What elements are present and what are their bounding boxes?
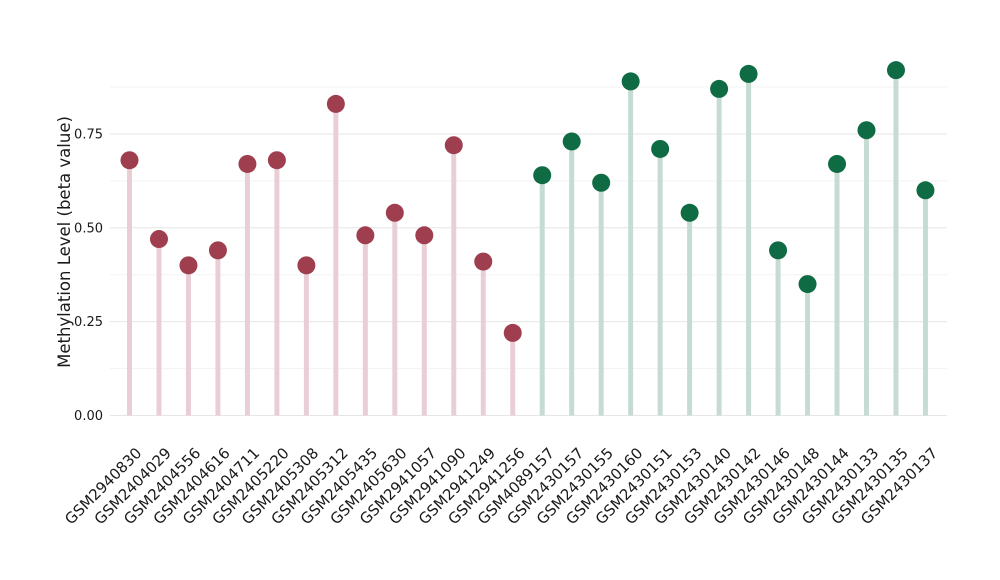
lollipop-point	[739, 64, 758, 83]
y-tick-label: 0.50	[74, 221, 103, 236]
lollipop-stem	[215, 250, 221, 416]
y-axis-title: Methylation Level (beta value)	[55, 116, 74, 368]
lollipop-stem	[539, 175, 545, 416]
lollipop-point	[208, 241, 227, 260]
lollipop-stem	[510, 332, 516, 416]
lollipop-stem	[333, 103, 339, 416]
lollipop-stem	[303, 265, 309, 416]
lollipop-point	[562, 132, 581, 151]
lollipop-point	[828, 154, 847, 173]
lollipop-stem	[657, 148, 663, 416]
lollipop-point	[444, 136, 463, 155]
lollipop-point	[710, 79, 729, 98]
lollipop-stem	[156, 239, 162, 416]
lollipop-point	[916, 181, 935, 200]
lollipop-point	[857, 121, 876, 140]
lollipop-stem	[598, 182, 604, 416]
lollipop-stem	[451, 145, 457, 416]
lollipop-point	[326, 94, 345, 113]
y-tick-label: 0.25	[74, 315, 103, 330]
lollipop-stem	[480, 261, 486, 416]
lollipop-point	[474, 252, 493, 271]
lollipop-point	[592, 173, 611, 192]
y-tick-label: 0.00	[74, 409, 103, 424]
lollipop-point	[149, 230, 168, 249]
lollipop-stem	[362, 235, 368, 416]
lollipop-point	[886, 61, 905, 80]
lollipop-stem	[421, 235, 427, 416]
lollipop-stem	[244, 163, 250, 416]
lollipop-point	[179, 256, 198, 275]
lollipop-stem	[864, 130, 869, 416]
lollipop-point	[503, 323, 522, 342]
lollipop-point	[769, 241, 788, 260]
lollipop-stem	[893, 70, 899, 416]
lollipop-stem	[805, 284, 811, 416]
lollipop-point	[356, 226, 375, 245]
lollipop-point	[680, 203, 699, 222]
lollipop-point	[297, 256, 316, 275]
lollipop-point	[385, 203, 404, 222]
lollipop-stem	[185, 265, 191, 416]
lollipop-stem	[834, 163, 840, 416]
lollipop-point	[651, 139, 670, 158]
lollipop-stem	[746, 73, 752, 416]
lollipop-point	[533, 166, 552, 185]
lollipop-stem	[716, 88, 722, 416]
lollipop-stem	[274, 160, 280, 416]
lollipop-point	[120, 151, 139, 170]
lollipop-stem	[775, 250, 781, 416]
lollipop-stem	[922, 190, 928, 416]
lollipop-stem	[628, 81, 634, 416]
lollipop-point	[238, 154, 257, 173]
y-tick-label: 0.75	[74, 127, 103, 142]
lollipop-point	[415, 226, 434, 245]
lollipop-point	[621, 72, 640, 91]
lollipop-stem	[569, 141, 575, 416]
lollipop-stem	[127, 160, 132, 416]
lollipop-point	[267, 151, 286, 170]
lollipop-point	[798, 275, 817, 294]
lollipop-stem	[687, 212, 693, 416]
lollipop-stem	[392, 212, 398, 416]
